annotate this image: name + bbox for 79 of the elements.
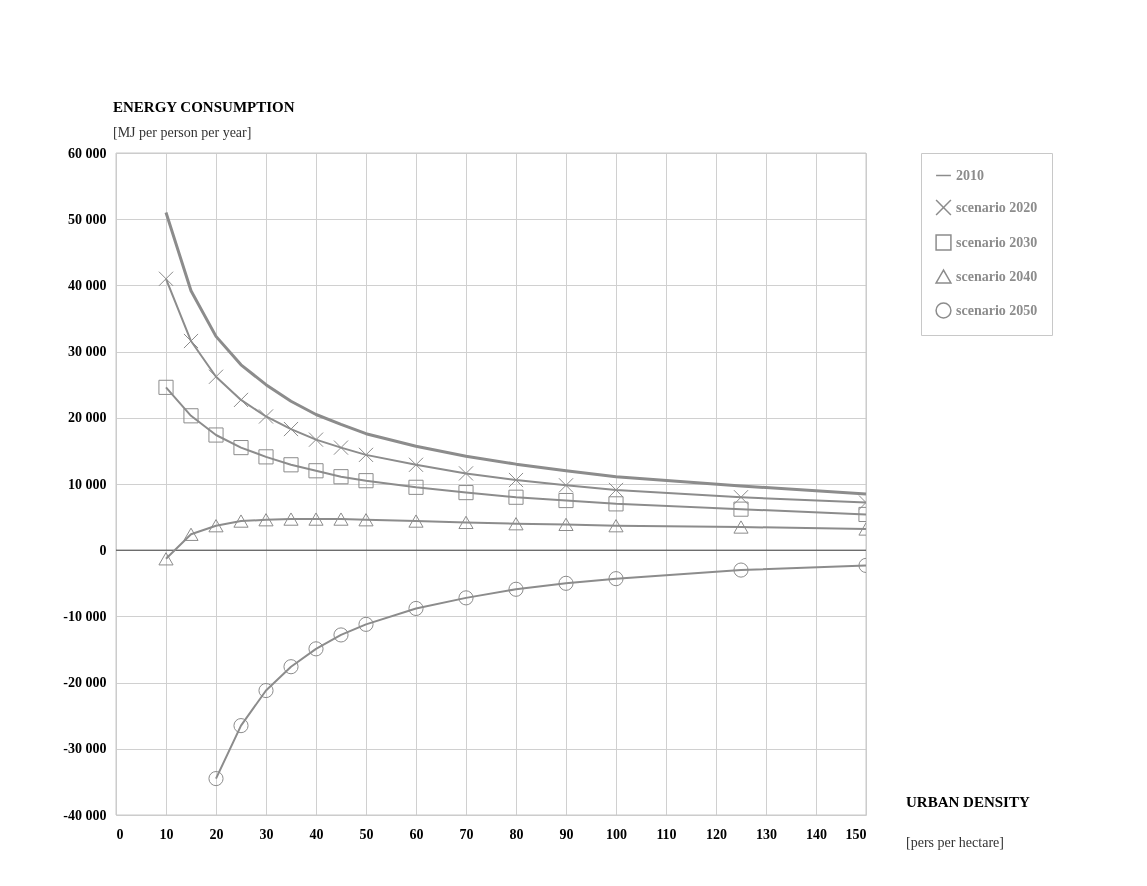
point [358, 473, 374, 489]
x-tick-label: 80 [509, 826, 524, 842]
x-tick-label: 150 [845, 826, 867, 842]
y-tick-label: 60 000 [68, 145, 107, 161]
text: [MJ per person per year] [113, 125, 252, 140]
x-tick-label: 140 [806, 826, 827, 842]
point [308, 641, 324, 657]
y-tick-label: 50 000 [68, 211, 107, 227]
point [258, 682, 274, 699]
point [308, 463, 324, 479]
x-tick-label: 20 [209, 826, 224, 842]
x-tick-label: 120 [706, 826, 727, 842]
legend-label: scenario 2040 [956, 268, 1038, 284]
x-tick-label: 130 [756, 826, 777, 842]
x-tick-label: 10 [159, 826, 174, 842]
x-tick-label: 70 [459, 826, 474, 842]
point [408, 479, 424, 495]
point [333, 627, 349, 643]
x-tick-label: 60 [409, 826, 424, 842]
point [608, 519, 624, 533]
point [283, 512, 299, 526]
point [233, 514, 249, 528]
point [458, 485, 474, 501]
point [408, 514, 424, 528]
x-tick-label: 30 [259, 826, 274, 842]
point [283, 659, 299, 675]
point [458, 515, 474, 530]
point [733, 562, 749, 578]
point [158, 552, 174, 566]
point [733, 520, 749, 534]
y-tick-label: 0 [99, 542, 107, 558]
x-tick-label: 90 [559, 826, 574, 842]
point [208, 427, 224, 443]
point [733, 501, 749, 517]
point [558, 575, 574, 591]
point [208, 771, 224, 787]
legend-label: 2010 [956, 167, 984, 183]
point [283, 457, 299, 473]
x-tick-label: 100 [606, 826, 627, 842]
y-tick-label: 20 000 [68, 410, 107, 426]
y-tick-label: -40 000 [63, 807, 107, 823]
point [233, 440, 249, 456]
point [333, 469, 349, 485]
x-tick-label: 110 [656, 826, 677, 842]
point [358, 616, 374, 632]
point [258, 513, 274, 527]
y-tick-label: -10 000 [63, 608, 107, 624]
point [258, 449, 274, 465]
point [508, 489, 524, 505]
y-tick-label: -30 000 [63, 741, 107, 757]
x-tick-label: 0 [116, 826, 124, 842]
point [358, 513, 374, 527]
point [408, 600, 424, 617]
point [233, 718, 249, 734]
point [308, 512, 324, 526]
y-tick-label: 40 000 [68, 277, 107, 293]
x-axis-title: URBAN DENSITY [906, 794, 1030, 810]
point [508, 517, 524, 531]
y-tick-label: 10 000 [68, 476, 107, 492]
x-tick-label: 40 [309, 826, 324, 842]
y-tick-label: -20 000 [63, 675, 107, 691]
text: [pers per hectare] [906, 835, 1004, 850]
point [608, 571, 624, 587]
y-axis-title: ENERGY CONSUMPTION [113, 99, 295, 115]
legend-label: scenario 2020 [956, 199, 1038, 215]
point [508, 581, 524, 597]
point [183, 527, 199, 541]
point [208, 519, 224, 533]
point [558, 492, 574, 509]
legend-label: scenario 2050 [956, 302, 1038, 318]
x-tick-label: 50 [359, 826, 374, 842]
point [608, 496, 624, 512]
y-tick-label: 30 000 [68, 344, 107, 360]
point [558, 517, 574, 532]
point [333, 512, 349, 526]
point [183, 408, 199, 424]
point [158, 379, 174, 395]
legend-label: scenario 2030 [956, 234, 1038, 250]
point [458, 590, 474, 606]
